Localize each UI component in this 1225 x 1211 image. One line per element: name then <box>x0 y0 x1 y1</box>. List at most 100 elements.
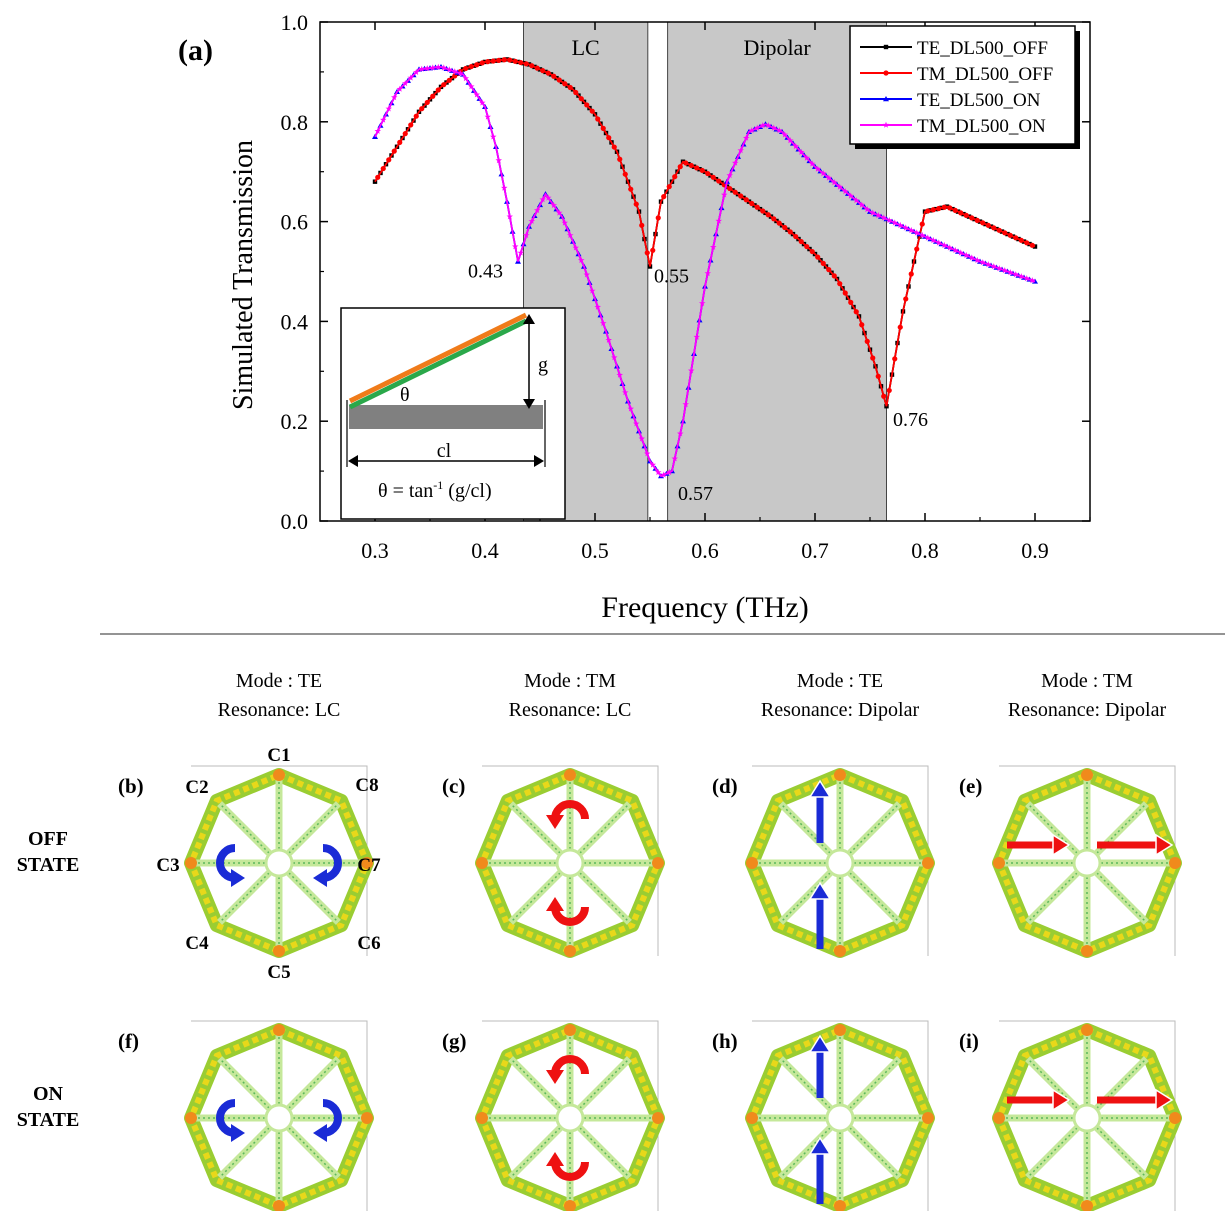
data-point-TM_DL500_ON <box>572 244 579 251</box>
transmission-chart: LC Dipolar 0.3 0.4 0.5 0.6 0.7 0.8 0.9 0.0 0.2 0.4… <box>178 10 1091 624</box>
data-point-TM_DL500_OFF <box>947 205 953 211</box>
data-point-TM_DL500_OFF <box>523 61 529 67</box>
current-arrow-bottom-arc <box>551 906 589 926</box>
series-line-TM_DL500_OFF <box>374 58 1036 407</box>
data-point-TM_DL500_ON <box>418 65 425 72</box>
current-arrow-right <box>313 1099 342 1142</box>
data-point-TM_DL500_OFF <box>798 238 804 245</box>
data-point-TM_DL500_ON <box>457 70 464 77</box>
data-point-TM_DL500_ON <box>732 159 739 166</box>
data-point-TM_DL500_ON <box>902 224 909 231</box>
data-point-TM_DL500_ON <box>578 256 585 263</box>
data-point-TM_DL500_ON <box>869 209 876 216</box>
data-point-TM_DL500_ON <box>523 231 530 239</box>
data-point-TM_DL500_ON <box>622 389 629 396</box>
data-point-TM_DL500_OFF <box>875 373 881 379</box>
y-tick-label-2: 0.4 <box>281 309 309 334</box>
data-point-TM_DL500_OFF <box>925 208 931 214</box>
data-point-TM_DL500_OFF <box>908 271 914 277</box>
spoke-dots <box>849 1127 900 1178</box>
data-point-TM_DL500_ON <box>424 65 431 72</box>
current-arrow-left <box>216 844 245 887</box>
panel-label: (b) <box>118 774 144 798</box>
legend-marker-TM_DL500_ON <box>882 121 890 128</box>
data-point-TM_DL500_OFF <box>765 212 771 218</box>
data-point-TM_DL500_ON <box>957 249 964 256</box>
data-point-TM_DL500_ON <box>1012 271 1019 278</box>
data-point-TM_DL500_ON <box>704 270 711 277</box>
current-arrow-left-arc <box>216 1099 236 1137</box>
spoke-dots <box>219 872 270 923</box>
current-arrow-right-head <box>313 869 327 887</box>
data-point-TM_DL500_ON <box>858 201 865 208</box>
data-point-TM_DL500_ON <box>974 256 981 263</box>
data-point-TM_DL500_OFF <box>595 116 601 122</box>
data-point-TM_DL500_ON <box>655 468 662 476</box>
field-panel-d: (d) <box>712 765 935 958</box>
data-point-TM_DL500_OFF <box>617 156 623 162</box>
column-mode-1: Mode : TM <box>524 670 616 692</box>
data-point-TM_DL500_OFF <box>980 220 986 226</box>
annotation-0.57: 0.57 <box>678 483 713 505</box>
current-arrow-right-head <box>1155 833 1174 857</box>
legend-label-TM_DL500_OFF: TM_DL500_OFF <box>917 64 1053 85</box>
data-point-TM_DL500_ON <box>671 455 678 462</box>
data-point-TM_DL500_ON <box>721 191 728 198</box>
data-point-TM_DL500_OFF <box>804 243 810 250</box>
x-tick-label-6: 0.9 <box>1021 538 1049 563</box>
current-arrow-left-head <box>1052 833 1071 857</box>
data-point-TM_DL500_ON <box>638 435 645 442</box>
data-point-TM_DL500_ON <box>556 209 563 216</box>
inset-formula: θ = tan-1 (g/cl) <box>378 478 492 502</box>
spoke-dots <box>579 872 630 923</box>
data-point-TM_DL500_OFF <box>831 273 837 279</box>
spoke-dots <box>849 803 900 854</box>
panel-frame <box>482 765 659 956</box>
data-point-TM_DL500_ON <box>517 249 524 256</box>
current-arrow-bottom-arc <box>551 1161 589 1181</box>
panel-frame <box>482 1020 659 1211</box>
data-point-TM_DL500_ON <box>710 243 717 250</box>
band-label-0: LC <box>572 35 600 60</box>
center-hub <box>825 848 855 878</box>
current-arrow-right-arc <box>322 844 342 882</box>
data-point-TM_DL500_OFF <box>787 229 793 235</box>
data-point-TM_DL500_ON <box>473 91 480 98</box>
data-point-TM_DL500_ON <box>743 134 750 141</box>
hot-spot <box>993 1112 1005 1124</box>
data-point-TM_DL500_ON <box>644 450 651 457</box>
data-point-TM_DL500_ON <box>1023 275 1030 282</box>
data-point-TM_DL500_ON <box>847 192 854 199</box>
data-point-TM_DL500_ON <box>935 239 942 246</box>
current-arrow-right-head <box>1155 1088 1174 1112</box>
data-point-TM_DL500_ON <box>776 127 783 134</box>
spoke-dots <box>510 1058 561 1109</box>
data-point-TM_DL500_ON <box>941 241 948 249</box>
data-point-TM_DL500_ON <box>748 127 755 134</box>
data-point-TM_DL500_ON <box>765 122 772 129</box>
data-point-TM_DL500_OFF <box>683 160 689 166</box>
data-point-TM_DL500_OFF <box>710 174 716 180</box>
data-point-TM_DL500_OFF <box>963 212 969 218</box>
spoke-dots <box>219 1127 270 1178</box>
data-point-TM_DL500_ON <box>451 68 458 75</box>
data-point-TM_DL500_ON <box>627 405 634 412</box>
data-point-TM_DL500_OFF <box>479 60 485 66</box>
data-point-TM_DL500_OFF <box>716 178 722 184</box>
legend-label-TM_DL500_ON: TM_DL500_ON <box>917 116 1046 137</box>
data-point-TM_DL500_OFF <box>402 131 408 137</box>
data-point-TM_DL500_ON <box>633 420 640 427</box>
data-point-TM_DL500_OFF <box>606 135 612 141</box>
cl-arrowhead-right <box>534 455 544 467</box>
data-point-TM_DL500_ON <box>803 154 810 161</box>
data-point-TM_DL500_ON <box>589 287 596 294</box>
data-point-TM_DL500_ON <box>600 319 607 326</box>
row-label-0-b: STATE <box>17 854 80 876</box>
panel-label-a: (a) <box>178 34 213 67</box>
data-point-TM_DL500_ON <box>737 147 744 154</box>
y-tick-label-4: 0.8 <box>281 110 309 135</box>
data-point-TM_DL500_ON <box>380 116 387 123</box>
data-point-TM_DL500_OFF <box>754 204 760 210</box>
data-point-TM_DL500_OFF <box>837 281 843 287</box>
data-point-TM_DL500_ON <box>996 265 1003 272</box>
